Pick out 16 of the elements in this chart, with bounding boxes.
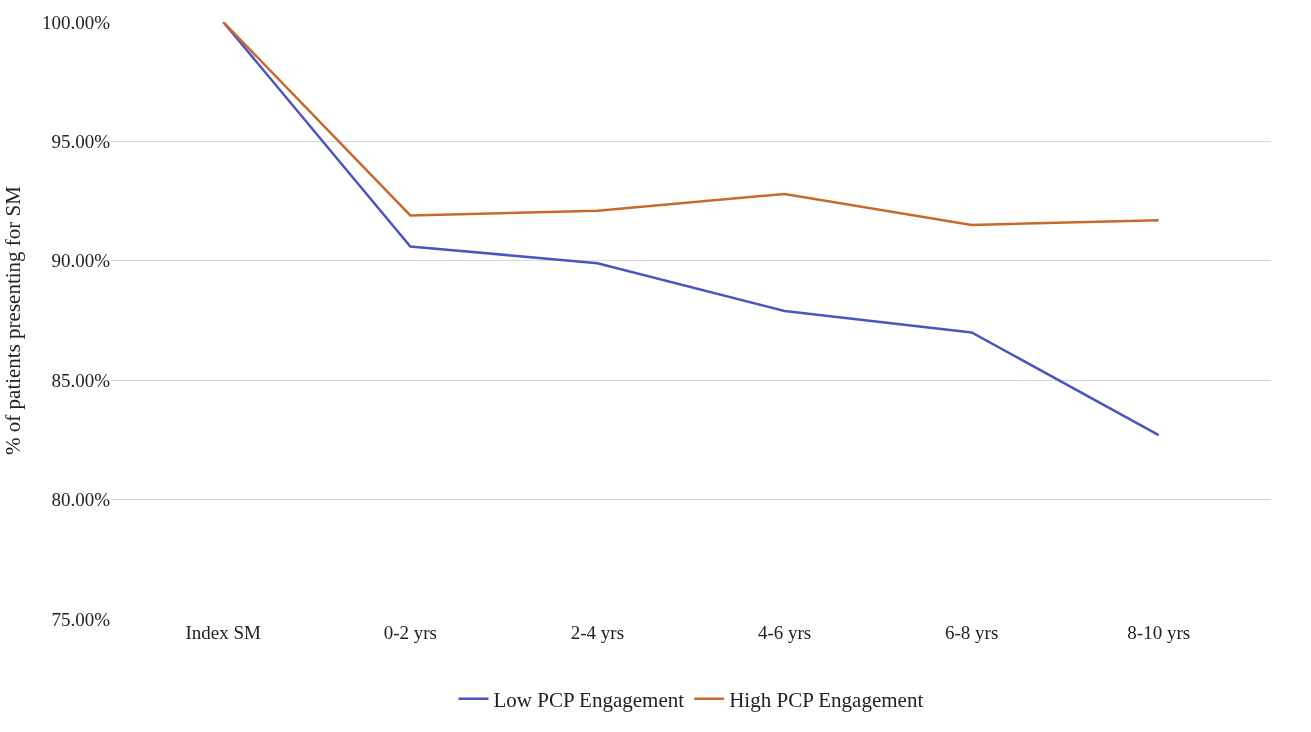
y-axis-title: % of patients presenting for SM bbox=[1, 185, 26, 455]
y-tick-label: 95.00% bbox=[51, 131, 111, 153]
y-tick-label: 75.00% bbox=[51, 608, 111, 630]
y-tick-label: 85.00% bbox=[51, 369, 111, 391]
line-series bbox=[222, 22, 1160, 227]
y-tick-label: 80.00% bbox=[51, 489, 111, 511]
x-tick-label: 4-6 yrs bbox=[757, 622, 812, 643]
x-tick-label: 8-10 yrs bbox=[1127, 622, 1191, 643]
legend-label: High PCP Engagement bbox=[729, 688, 924, 713]
y-tick-label: 90.00% bbox=[51, 250, 111, 272]
x-tick-label: 0-2 yrs bbox=[383, 622, 438, 643]
x-tick-label: 6-8 yrs bbox=[944, 622, 999, 643]
legend-label: Low PCP Engagement bbox=[493, 688, 685, 713]
x-tick-label: 2-4 yrs bbox=[570, 622, 625, 643]
y-tick-label: 100.00% bbox=[41, 11, 111, 33]
x-tick-label: Index SM bbox=[185, 622, 262, 643]
